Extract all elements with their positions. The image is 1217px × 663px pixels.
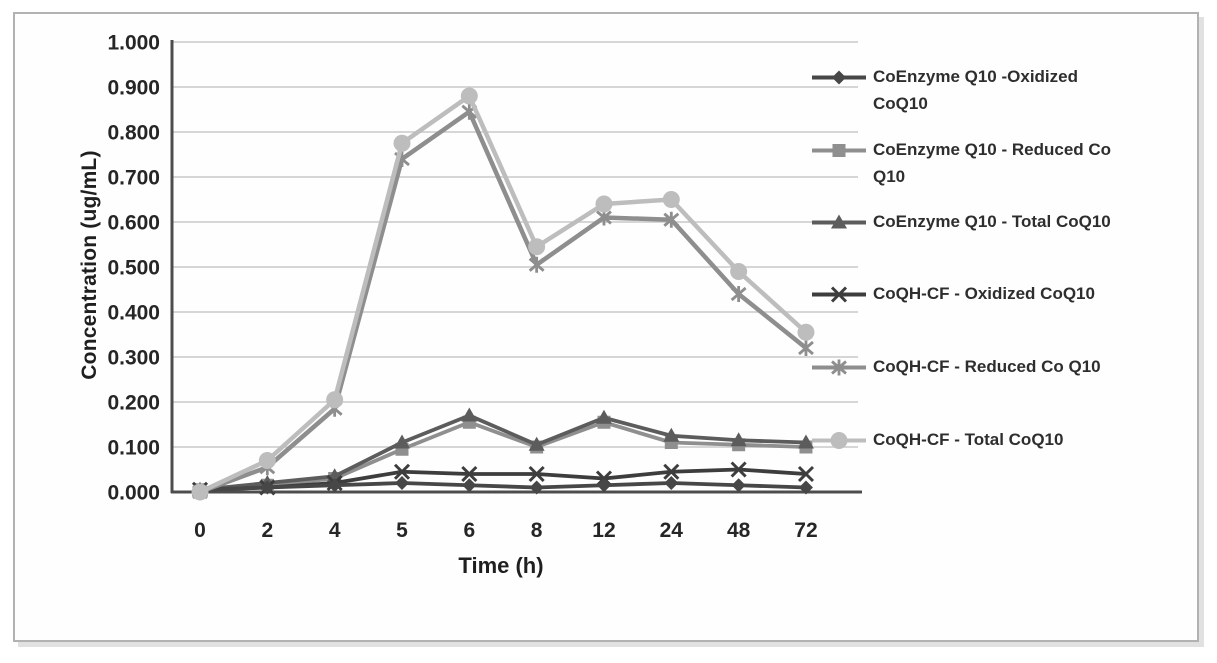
circle-marker-icon (595, 195, 613, 213)
star-marker-icon (596, 210, 612, 225)
y-tick-label: 0.100 (107, 437, 160, 460)
x-tick-label: 6 (463, 519, 475, 542)
triangle-marker-icon (528, 436, 545, 451)
x-tick-label: 0 (194, 519, 206, 542)
series-line (198, 481, 808, 492)
triangle-marker-icon (797, 434, 814, 449)
diamond-marker-icon (731, 478, 746, 493)
x-marker-icon (663, 463, 680, 480)
triangle-marker-icon (461, 407, 478, 422)
x-marker-icon (528, 465, 545, 483)
triangle-marker-icon (730, 432, 747, 447)
y-tick-label: 0.700 (107, 167, 160, 190)
circle-marker-icon (460, 87, 478, 105)
x-tick-label: 24 (660, 519, 684, 542)
x-tick-label: 2 (261, 519, 273, 542)
x-tick-label: 4 (329, 519, 341, 542)
diamond-marker-icon (394, 476, 409, 490)
figure-border (13, 12, 1199, 642)
x-tick-label: 48 (727, 519, 751, 542)
y-tick-label: 0.300 (107, 347, 160, 370)
series-line (198, 420, 808, 492)
circle-marker-icon (393, 134, 411, 152)
y-axis-title: Concentration (ug/mL) (78, 150, 101, 380)
x-tick-label: 5 (396, 519, 408, 542)
x-marker-icon (461, 465, 478, 483)
star-marker-icon (730, 286, 747, 302)
x-axis-title: Time (h) (458, 553, 544, 578)
circle-marker-icon (258, 452, 276, 469)
y-tick-label: 0.900 (107, 77, 160, 100)
circle-marker-icon (191, 483, 209, 501)
series-line (197, 93, 809, 495)
diamond-marker-icon (260, 480, 275, 495)
triangle-marker-icon (663, 427, 680, 442)
y-tick-label: 0.000 (107, 482, 160, 505)
diamond-marker-icon (462, 478, 477, 493)
circle-marker-icon (528, 238, 546, 256)
y-tick-label: 0.400 (107, 302, 160, 325)
diamond-marker-icon (798, 480, 813, 495)
x-tick-label: 8 (531, 519, 543, 542)
y-tick-label: 0.500 (107, 257, 160, 280)
y-tick-label: 0.200 (107, 392, 160, 415)
y-tick-label: 0.800 (107, 122, 160, 145)
star-marker-icon (798, 340, 814, 356)
x-tick-label: 12 (592, 519, 615, 542)
series-line (197, 109, 809, 495)
x-marker-icon (730, 461, 747, 478)
star-marker-icon (663, 212, 680, 227)
circle-marker-icon (326, 391, 344, 409)
y-tick-label: 1.000 (107, 32, 160, 55)
star-marker-icon (528, 257, 545, 272)
circle-marker-icon (797, 323, 815, 341)
x-marker-icon (393, 463, 411, 480)
diamond-marker-icon (664, 476, 679, 490)
diamond-marker-icon (529, 480, 544, 495)
x-tick-label: 72 (794, 519, 817, 542)
x-marker-icon (797, 465, 815, 483)
y-tick-label: 0.600 (107, 212, 160, 235)
circle-marker-icon (730, 263, 748, 280)
diamond-marker-icon (327, 478, 342, 493)
triangle-marker-icon (393, 434, 410, 449)
diamond-marker-icon (596, 478, 611, 493)
circle-marker-icon (662, 191, 680, 208)
triangle-marker-icon (595, 409, 612, 424)
series-line (198, 413, 808, 492)
